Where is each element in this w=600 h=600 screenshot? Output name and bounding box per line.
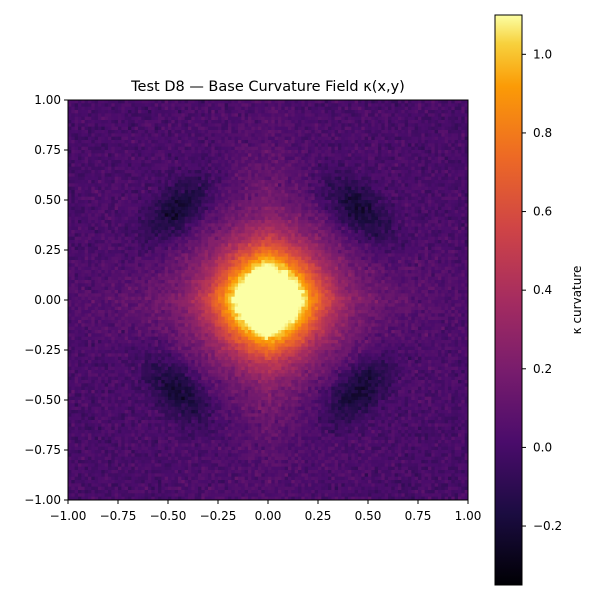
y-tick-label: 1.00 — [34, 93, 61, 107]
colorbar-tick-label: 0.0 — [533, 440, 552, 454]
y-tick-label: −1.00 — [24, 493, 61, 507]
x-axis: −1.00 −0.75 −0.50 −0.25 0.00 0.25 0.50 0.75 1.00 — [50, 500, 482, 523]
y-tick-label: 0.50 — [34, 193, 61, 207]
x-tick-label: 0.25 — [305, 509, 332, 523]
colorbar-tick-label: 0.2 — [533, 362, 552, 376]
colorbar-label: κ curvature — [570, 266, 584, 335]
x-tick-label: 0.50 — [355, 509, 382, 523]
x-tick-label: −0.25 — [200, 509, 237, 523]
x-tick-label: −0.50 — [150, 509, 187, 523]
colorbar-tick-label: 0.8 — [533, 126, 552, 140]
y-tick-label: −0.50 — [24, 393, 61, 407]
colorbar-gradient — [494, 14, 523, 586]
y-tick-label: −0.25 — [24, 343, 61, 357]
x-tick-label: 0.75 — [405, 509, 432, 523]
x-tick-label: 1.00 — [455, 509, 482, 523]
x-tick-label: 0.00 — [255, 509, 282, 523]
y-tick-label: 0.25 — [34, 243, 61, 257]
x-tick-label: −1.00 — [50, 509, 87, 523]
heatmap — [68, 100, 469, 501]
colorbar-tick-label: 0.6 — [533, 205, 552, 219]
colorbar-ticks: −0.2 0.0 0.2 0.4 0.6 0.8 1.0 — [522, 47, 562, 533]
y-axis: −1.00 −0.75 −0.50 −0.25 0.00 0.25 0.50 0.75 1.00 — [24, 93, 68, 507]
y-tick-label: −0.75 — [24, 443, 61, 457]
colorbar: −0.2 0.0 0.2 0.4 0.6 0.8 1.0 κ curvature — [494, 14, 584, 586]
y-tick-label: 0.00 — [34, 293, 61, 307]
chart-title: Test D8 — Base Curvature Field κ(x,y) — [130, 79, 405, 95]
colorbar-tick-label: −0.2 — [533, 519, 562, 533]
x-tick-label: −0.75 — [100, 509, 137, 523]
colorbar-tick-label: 1.0 — [533, 47, 552, 61]
y-tick-label: 0.75 — [34, 143, 61, 157]
colorbar-tick-label: 0.4 — [533, 283, 552, 297]
